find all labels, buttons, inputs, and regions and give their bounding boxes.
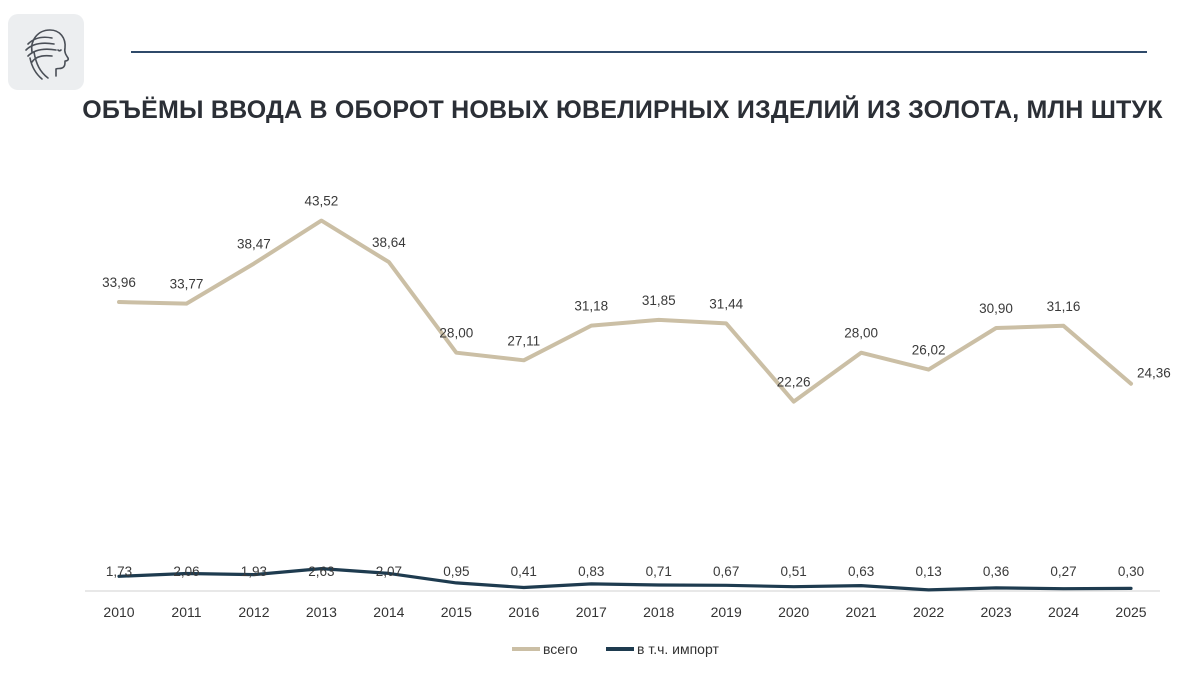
data-label-import-2017: 0,83 — [578, 564, 604, 579]
data-label-total-2012: 38,47 — [237, 237, 271, 252]
data-label-total-2023: 30,90 — [979, 301, 1013, 316]
header-rule — [131, 51, 1147, 53]
data-label-total-2014: 38,64 — [372, 235, 406, 250]
legend: всего в т.ч. импорт — [512, 641, 719, 657]
data-label-total-2025: 24,36 — [1137, 366, 1171, 381]
x-tick-labels: 2010 2011 2012 2013 2014 2015 2016 2017 2018 2019… — [103, 604, 1146, 620]
legend-label-import: в т.ч. импорт — [637, 641, 719, 657]
data-label-import-2016: 0,41 — [511, 564, 537, 579]
data-label-import-2020: 0,51 — [781, 564, 807, 579]
x-tick-2016: 2016 — [508, 604, 539, 620]
x-tick-2018: 2018 — [643, 604, 674, 620]
data-label-import-2024: 0,27 — [1050, 564, 1076, 579]
x-tick-2023: 2023 — [980, 604, 1011, 620]
data-label-import-2010: 1,73 — [106, 564, 132, 579]
x-tick-2020: 2020 — [778, 604, 809, 620]
data-label-total-2020: 22,26 — [777, 375, 811, 390]
x-tick-2010: 2010 — [103, 604, 134, 620]
data-label-total-2018: 31,85 — [642, 293, 676, 308]
x-tick-2017: 2017 — [576, 604, 607, 620]
data-label-total-2021: 28,00 — [844, 326, 878, 341]
x-tick-2021: 2021 — [846, 604, 877, 620]
data-label-import-2023: 0,36 — [983, 564, 1009, 579]
x-tick-2014: 2014 — [373, 604, 404, 620]
x-tick-2012: 2012 — [238, 604, 269, 620]
data-label-import-2013: 2,63 — [308, 564, 334, 579]
x-tick-2024: 2024 — [1048, 604, 1079, 620]
data-label-import-2012: 1,93 — [241, 564, 267, 579]
x-tick-2011: 2011 — [171, 604, 201, 620]
profile-head-logo-icon — [25, 29, 70, 80]
data-label-import-2022: 0,13 — [915, 564, 941, 579]
data-label-total-2024: 31,16 — [1047, 299, 1081, 314]
data-label-total-2016: 27,11 — [507, 333, 540, 348]
data-label-import-2021: 0,63 — [848, 564, 874, 579]
data-label-total-2010: 33,96 — [102, 275, 136, 290]
chart-title: ОБЪЁМЫ ВВОДА В ОБОРОТ НОВЫХ ЮВЕЛИРНЫХ ИЗ… — [82, 96, 1163, 124]
legend-label-total: всего — [543, 641, 578, 657]
data-label-import-2018: 0,71 — [646, 564, 672, 579]
data-label-import-2011: 2,06 — [173, 564, 199, 579]
data-labels: 33,96 33,77 38,47 43,52 38,64 28,00 27,11 31,18… — [102, 194, 1171, 579]
x-tick-2015: 2015 — [441, 604, 472, 620]
series-layer — [117, 218, 1133, 592]
data-label-import-2025: 0,30 — [1118, 564, 1144, 579]
data-label-import-2014: 2,07 — [376, 564, 402, 579]
data-label-total-2017: 31,18 — [574, 299, 608, 314]
data-label-total-2022: 26,02 — [912, 343, 946, 358]
series-line-total — [117, 218, 1133, 404]
data-label-total-2011: 33,77 — [170, 277, 204, 292]
x-tick-2025: 2025 — [1115, 604, 1146, 620]
series-line-import — [117, 566, 1133, 592]
x-tick-2022: 2022 — [913, 604, 944, 620]
data-label-total-2013: 43,52 — [305, 194, 339, 209]
data-label-total-2015: 28,00 — [439, 326, 473, 341]
logo — [8, 14, 84, 90]
data-label-import-2019: 0,67 — [713, 564, 739, 579]
x-tick-2019: 2019 — [711, 604, 742, 620]
x-tick-2013: 2013 — [306, 604, 337, 620]
data-label-import-2015: 0,95 — [443, 564, 469, 579]
data-label-total-2019: 31,44 — [709, 296, 743, 311]
